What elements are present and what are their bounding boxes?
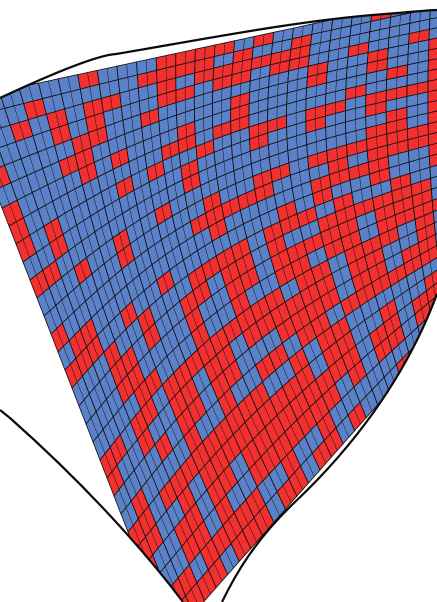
seam-line [0, 95, 182, 602]
seam-line [427, 10, 437, 327]
seam-line [146, 59, 280, 516]
seam-line [48, 80, 223, 582]
seam-line [106, 68, 257, 543]
seam-line [18, 87, 205, 601]
seam-line [355, 13, 407, 372]
seam-line [8, 89, 200, 602]
seam-line [77, 74, 240, 562]
seam-line [248, 36, 344, 444]
seam-line [276, 30, 361, 425]
seam-line [0, 93, 188, 602]
seam-line [184, 51, 303, 490]
seam-line [257, 34, 350, 438]
seam-line [345, 15, 402, 379]
seam-line [0, 91, 194, 602]
seam-line [0, 97, 177, 602]
seam-line [239, 38, 338, 451]
seam-line [212, 44, 321, 471]
seam-line [406, 10, 436, 340]
seam-line [295, 25, 373, 412]
seam-line [126, 63, 269, 529]
seam-line [267, 32, 355, 431]
seam-line [230, 40, 332, 458]
seam-line [203, 47, 315, 477]
seam-line [315, 21, 384, 399]
seam-line [365, 11, 413, 366]
seam-line [396, 10, 430, 346]
seam-line [305, 23, 378, 405]
seam-line [116, 66, 263, 536]
seam-line [385, 10, 425, 353]
seam-line [325, 19, 390, 392]
seam-line [136, 61, 275, 523]
seam-line [375, 10, 419, 359]
seam-line [221, 42, 327, 464]
seam-line [165, 55, 292, 503]
surface-outline [0, 8, 437, 602]
seam-line [194, 49, 309, 484]
seam-line [335, 17, 396, 386]
seam-line [286, 28, 367, 418]
seam-line [97, 70, 252, 549]
seam-line [38, 83, 217, 588]
seam-line [417, 10, 437, 333]
seam-line [87, 72, 246, 556]
seam-line [57, 78, 228, 575]
seam-line [175, 53, 298, 497]
seam-line [67, 76, 234, 569]
seam-line [28, 85, 211, 595]
seam-line [155, 57, 286, 510]
